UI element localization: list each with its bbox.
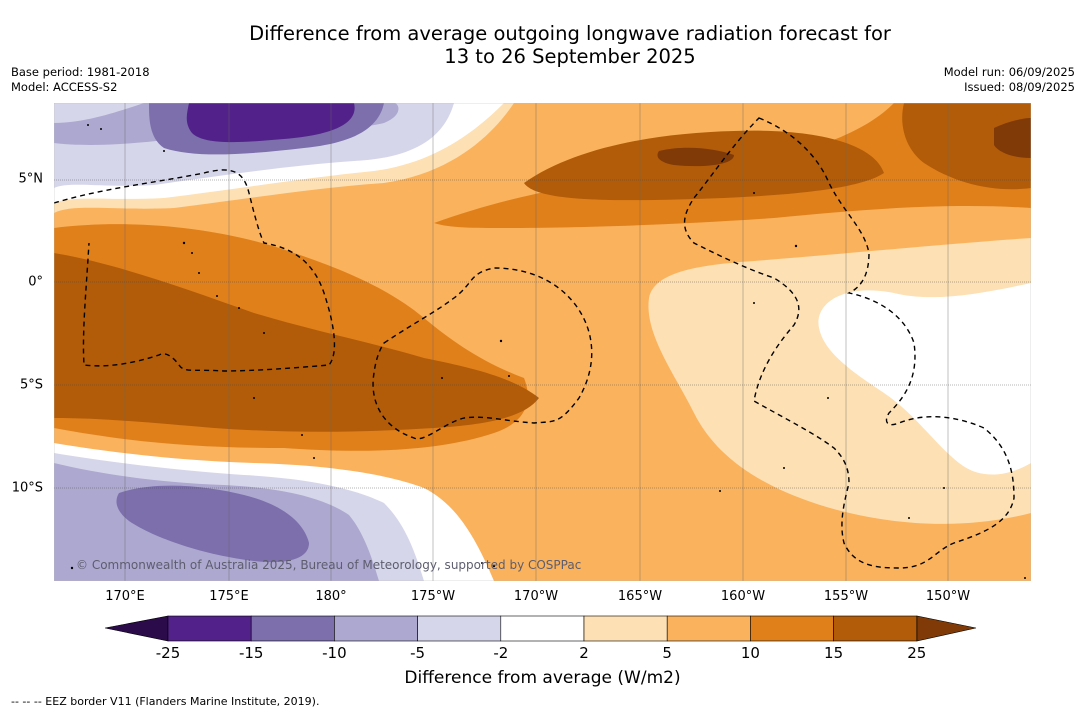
positive-25-plus-far-east [994,118,1031,158]
lon-gridlines [124,103,949,581]
lon-label-175e: 175°E [209,589,249,604]
lon-label-150w: 150°W [925,589,971,604]
title-line-1: Difference from average outgoing longwav… [249,22,891,45]
issued-date: Issued: 08/09/2025 [964,80,1075,94]
neutral-east [818,283,1031,475]
colorbar-tick-label: -10 [322,644,347,662]
colorbar-title: Difference from average (W/m2) [404,668,681,688]
lon-label-170e: 170°E [105,589,145,604]
positive-15-25-west [54,253,539,432]
colorbar-tick-label: -2 [493,644,509,662]
colorbar-cell [666,615,751,642]
metadata-right: Model run: 06/09/2025 Issued: 08/09/2025 [944,65,1075,95]
colorbar-tick-label: 5 [662,644,672,662]
lat-label-0: 0° [28,274,43,290]
colorbar-tick-label: 2 [579,644,589,662]
deep-purple-north [186,103,355,143]
colorbar-tick-label: -5 [410,644,426,662]
positive-15-25-far-northeast [902,103,1031,190]
colorbar-tick-label: 10 [740,644,760,662]
colorbar-tick-label: -25 [155,644,181,662]
title-line-2: 13 to 26 September 2025 [444,45,696,68]
colorbar-tick-label: 15 [824,644,844,662]
positive-25-plus-northeast [657,147,734,167]
colorbar-cell [417,615,502,642]
colorbar-cell [500,615,585,642]
colorbar-cell [833,615,918,642]
colorbar-low-extend [105,615,169,642]
lon-label-170w: 170°W [513,589,559,604]
colorbar-cell [583,615,668,642]
lat-label-10s: 10°S [11,480,43,496]
colorbar-cell [750,615,834,642]
model-name: Model: ACCESS-S2 [11,80,118,94]
eez-legend: -- -- -- EEZ border V11 (Flanders Marine… [11,695,320,708]
olr-anomaly-map [54,103,1031,581]
island-markers [70,124,1026,579]
lon-label-155w: 155°W [823,589,869,604]
colorbar-high-extend [916,615,977,642]
metadata-left: Base period: 1981-2018 Model: ACCESS-S2 [11,65,150,95]
lat-gridlines [54,179,1031,489]
copyright-credit: © Commonwealth of Australia 2025, Bureau… [76,558,582,572]
colorbar-tick-label: -15 [238,644,264,662]
model-run: Model run: 06/09/2025 [943,65,1075,79]
map-title: Difference from average outgoing longwav… [0,22,1085,68]
colorbar-cell [167,615,252,642]
colorbar-cell [334,615,418,642]
lon-label-180: 180° [315,589,347,604]
base-period: Base period: 1981-2018 [11,65,150,79]
colorbar-tick-label: 25 [907,644,927,662]
lat-label-5n: 5°N [18,171,44,187]
colorbar-cell [250,615,335,642]
colorbar [105,615,977,642]
lon-label-165w: 165°W [617,589,663,604]
lat-label-5s: 5°S [19,377,43,393]
purple-south [116,485,309,563]
eez-borders [54,117,1015,569]
lon-label-175w: 175°W [410,589,456,604]
lon-label-160w: 160°W [720,589,766,604]
